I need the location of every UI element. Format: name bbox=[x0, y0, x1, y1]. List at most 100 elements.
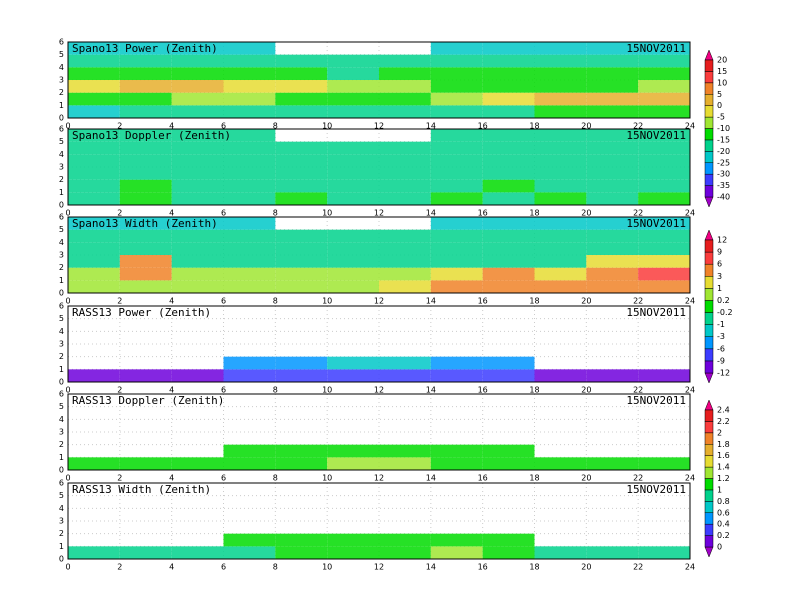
heat-cell bbox=[68, 141, 120, 155]
heat-cell bbox=[223, 192, 276, 205]
y-tick-label: 0 bbox=[59, 466, 64, 475]
colorbar-high-end bbox=[704, 49, 714, 61]
colorbar-segment bbox=[704, 59, 714, 72]
x-tick-label: 14 bbox=[426, 297, 436, 306]
x-tick-label: 0 bbox=[65, 563, 70, 572]
heat-cell bbox=[119, 67, 172, 80]
heat-cell bbox=[638, 255, 690, 268]
panel-date: 15NOV2011 bbox=[626, 306, 686, 319]
heat-cell bbox=[638, 217, 690, 230]
panel-date: 15NOV2011 bbox=[626, 42, 686, 55]
heat-cell bbox=[638, 141, 690, 155]
colorbar-segment bbox=[704, 489, 714, 502]
x-tick-label: 10 bbox=[322, 122, 332, 131]
colorbar-label: -35 bbox=[717, 181, 730, 190]
heat-cell bbox=[586, 280, 639, 293]
y-tick-label: 6 bbox=[59, 213, 64, 222]
heat-cell bbox=[68, 229, 120, 243]
colorbar-label: 3 bbox=[717, 272, 722, 281]
heat-cell bbox=[482, 167, 535, 180]
heat-cell bbox=[430, 129, 483, 142]
heat-cell bbox=[430, 67, 483, 80]
x-tick-label: 0 bbox=[65, 386, 70, 395]
x-tick-label: 12 bbox=[374, 386, 384, 395]
heat-cell bbox=[119, 280, 172, 293]
colorbar-segment bbox=[704, 128, 714, 141]
heat-cell bbox=[638, 457, 690, 470]
heat-cell bbox=[430, 80, 483, 93]
heat-cell bbox=[586, 217, 639, 230]
heat-cell bbox=[379, 154, 431, 167]
colorbar-label: -25 bbox=[717, 158, 730, 167]
x-tick-label: 8 bbox=[273, 209, 278, 218]
colorbar-label: 2 bbox=[717, 428, 722, 437]
y-tick-label: 5 bbox=[59, 314, 64, 323]
heat-cell bbox=[327, 533, 379, 547]
colorbar-label: 0 bbox=[717, 101, 722, 110]
heat-cell bbox=[223, 280, 276, 293]
x-tick-label: 4 bbox=[169, 563, 174, 572]
y-tick-label: 5 bbox=[59, 491, 64, 500]
heat-cell bbox=[534, 457, 587, 470]
heat-cell bbox=[327, 54, 379, 68]
heat-cell bbox=[430, 369, 483, 382]
colorbar-segment bbox=[704, 139, 714, 152]
heat-cell bbox=[275, 67, 328, 80]
heat-cell bbox=[586, 267, 639, 281]
x-tick-label: 6 bbox=[221, 297, 226, 306]
heat-cell bbox=[534, 179, 587, 193]
colorbar-label: -9 bbox=[717, 356, 725, 365]
colorbar-label: 1 bbox=[717, 284, 722, 293]
x-tick-label: 18 bbox=[529, 386, 539, 395]
heat-cell bbox=[586, 369, 639, 382]
heat-cell bbox=[275, 192, 328, 205]
heat-cell bbox=[327, 369, 379, 382]
heat-cell bbox=[586, 546, 639, 559]
heat-cell bbox=[482, 369, 535, 382]
heat-cell bbox=[638, 229, 690, 243]
y-tick-label: 0 bbox=[59, 378, 64, 387]
x-tick-label: 10 bbox=[322, 386, 332, 395]
heat-cell bbox=[534, 42, 587, 55]
heat-cell bbox=[223, 457, 276, 470]
panel-date: 15NOV2011 bbox=[626, 483, 686, 496]
colorbar-segment bbox=[704, 276, 714, 289]
heat-cell bbox=[223, 369, 276, 382]
heat-cell bbox=[68, 546, 120, 559]
x-tick-label: 22 bbox=[633, 297, 643, 306]
y-tick-label: 4 bbox=[59, 150, 64, 159]
heat-cell bbox=[327, 546, 379, 559]
x-tick-label: 16 bbox=[478, 297, 488, 306]
colorbar-label: -30 bbox=[717, 170, 730, 179]
x-tick-label: 2 bbox=[117, 386, 122, 395]
heat-cell bbox=[327, 192, 379, 205]
x-tick-label: 2 bbox=[117, 209, 122, 218]
x-tick-label: 4 bbox=[169, 209, 174, 218]
heat-cell bbox=[586, 141, 639, 155]
y-tick-label: 0 bbox=[59, 289, 64, 298]
heat-cell bbox=[586, 129, 639, 142]
colorbar-high-end bbox=[704, 229, 714, 241]
heat-cell bbox=[275, 457, 328, 470]
x-tick-label: 20 bbox=[581, 209, 591, 218]
y-tick-label: 4 bbox=[59, 327, 64, 336]
heat-cell bbox=[68, 179, 120, 193]
y-tick-label: 2 bbox=[59, 529, 64, 538]
heat-cell bbox=[482, 129, 535, 142]
colorbar-segment bbox=[704, 466, 714, 479]
x-tick-label: 6 bbox=[221, 386, 226, 395]
x-tick-label: 6 bbox=[221, 209, 226, 218]
heat-cell bbox=[638, 42, 690, 55]
heat-cell bbox=[430, 92, 483, 106]
x-tick-label: 20 bbox=[581, 386, 591, 395]
y-tick-label: 1 bbox=[59, 276, 64, 285]
x-tick-label: 18 bbox=[529, 209, 539, 218]
x-tick-label: 8 bbox=[273, 386, 278, 395]
heat-cell bbox=[119, 267, 172, 281]
heat-cell bbox=[223, 229, 276, 243]
heat-cell bbox=[171, 167, 224, 180]
heat-cell bbox=[534, 255, 587, 268]
heat-cell bbox=[171, 67, 224, 80]
heat-cell bbox=[534, 92, 587, 106]
heat-cell bbox=[586, 80, 639, 93]
